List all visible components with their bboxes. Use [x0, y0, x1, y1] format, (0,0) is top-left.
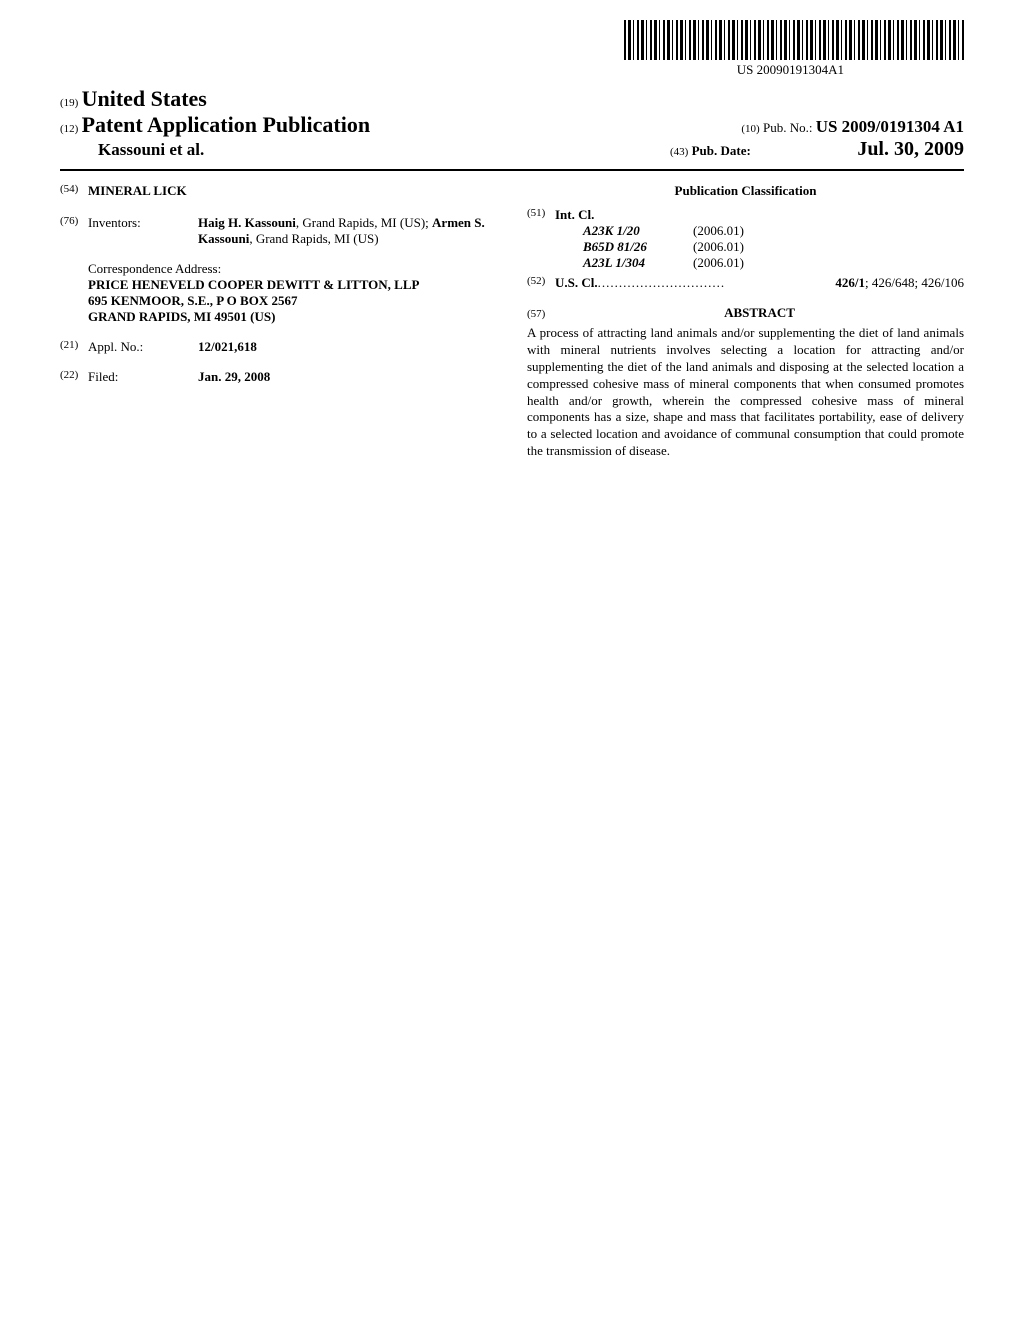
correspondence-block: Correspondence Address: PRICE HENEVELD C…: [60, 261, 497, 325]
inventors-value: Haig H. Kassouni, Grand Rapids, MI (US);…: [198, 215, 497, 247]
appl-label: Appl. No.:: [88, 339, 198, 355]
intcl-num: (51): [527, 207, 555, 219]
inventor1-loc: , Grand Rapids, MI (US);: [296, 215, 432, 230]
filed-value: Jan. 29, 2008: [198, 369, 497, 385]
country: United States: [82, 86, 207, 111]
uscl-num: (52): [527, 275, 555, 291]
inventor1-name: Haig H. Kassouni: [198, 215, 296, 230]
right-column: Publication Classification (51) Int. Cl.…: [527, 183, 964, 460]
inventors-label: Inventors:: [88, 215, 198, 231]
intcl-code: B65D 81/26: [583, 239, 693, 255]
divider: [60, 169, 964, 171]
abstract-header: ABSTRACT: [555, 305, 964, 321]
inventors-num: (76): [60, 215, 88, 227]
inventors-row: (76) Inventors: Haig H. Kassouni, Grand …: [60, 215, 497, 247]
abstract-text: A process of attracting land animals and…: [527, 325, 964, 460]
pub-type-num: (12): [60, 123, 78, 135]
intcl-code: A23K 1/20: [583, 223, 693, 239]
intcl-item: A23L 1/304 (2006.01): [583, 255, 964, 271]
pub-no-label: Pub. No.:: [763, 120, 812, 135]
correspondence-name: PRICE HENEVELD COOPER DEWITT & LITTON, L…: [88, 277, 497, 293]
intcl-list: A23K 1/20 (2006.01) B65D 81/26 (2006.01)…: [555, 223, 964, 271]
pub-date-label: Pub. Date:: [692, 143, 751, 158]
barcode-area: US 20090191304A1: [60, 20, 964, 78]
intcl-code: A23L 1/304: [583, 255, 693, 271]
uscl-value: 426/1; 426/648; 426/106: [725, 275, 964, 291]
correspondence-label: Correspondence Address:: [88, 261, 497, 277]
appl-num: (21): [60, 339, 88, 351]
uscl-dots: ..............................: [598, 275, 726, 291]
intcl-label: Int. Cl.: [555, 207, 964, 223]
intcl-year: (2006.01): [693, 255, 793, 271]
barcode-number: US 20090191304A1: [737, 62, 844, 78]
intcl-item: A23K 1/20 (2006.01): [583, 223, 964, 239]
intcl-item: B65D 81/26 (2006.01): [583, 239, 964, 255]
header-block: (19) United States (12) Patent Applicati…: [60, 86, 964, 161]
filed-label: Filed:: [88, 369, 198, 385]
title-num: (54): [60, 183, 88, 195]
appl-row: (21) Appl. No.: 12/021,618: [60, 339, 497, 355]
barcode-graphic: [624, 20, 964, 60]
uscl-main: 426/1: [835, 275, 865, 290]
intcl-year: (2006.01): [693, 223, 793, 239]
content-columns: (54) MINERAL LICK (76) Inventors: Haig H…: [60, 183, 964, 460]
pub-type: Patent Application Publication: [82, 112, 370, 137]
abstract-num: (57): [527, 308, 555, 320]
country-num: (19): [60, 97, 78, 109]
left-column: (54) MINERAL LICK (76) Inventors: Haig H…: [60, 183, 497, 460]
correspondence-addr2: GRAND RAPIDS, MI 49501 (US): [88, 309, 497, 325]
inventor2-loc: , Grand Rapids, MI (US): [249, 231, 378, 246]
authors: Kassouni et al.: [60, 140, 204, 160]
uscl-label: U.S. Cl.: [555, 275, 598, 291]
classification-header: Publication Classification: [527, 183, 964, 199]
filed-num: (22): [60, 369, 88, 381]
pub-no: US 2009/0191304 A1: [816, 117, 964, 136]
intcl-year: (2006.01): [693, 239, 793, 255]
pub-date-num: (43): [670, 146, 688, 158]
uscl-rest: ; 426/648; 426/106: [865, 275, 964, 290]
intcl-row: (51) Int. Cl. A23K 1/20 (2006.01) B65D 8…: [527, 207, 964, 271]
pub-no-num: (10): [741, 123, 759, 135]
pub-date: Jul. 30, 2009: [857, 138, 964, 160]
uscl-row: (52) U.S. Cl. ..........................…: [527, 275, 964, 291]
title: MINERAL LICK: [88, 183, 187, 199]
appl-value: 12/021,618: [198, 339, 497, 355]
filed-row: (22) Filed: Jan. 29, 2008: [60, 369, 497, 385]
title-row: (54) MINERAL LICK: [60, 183, 497, 199]
correspondence-addr1: 695 KENMOOR, S.E., P O BOX 2567: [88, 293, 497, 309]
